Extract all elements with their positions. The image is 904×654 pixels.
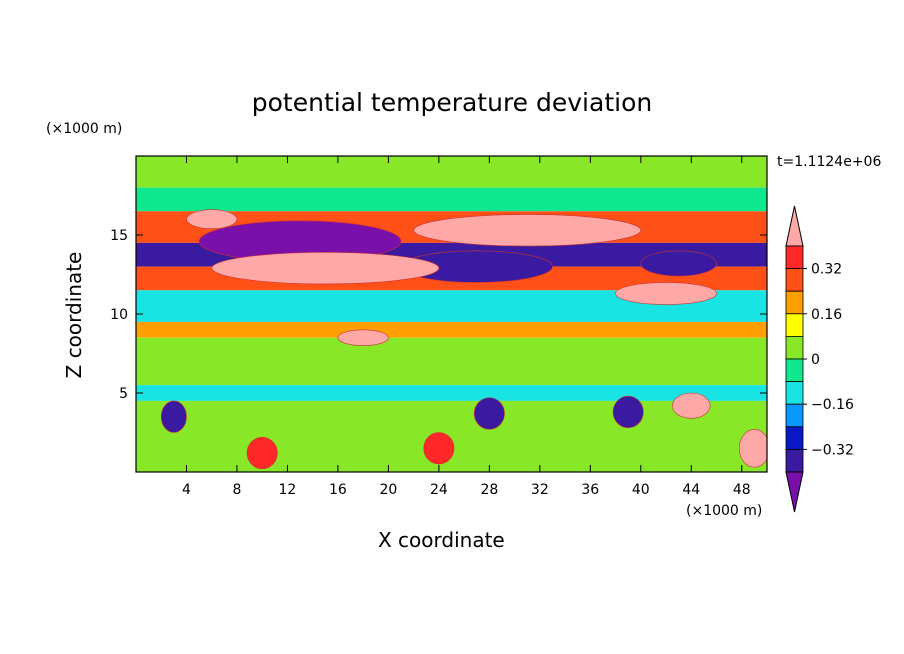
colorbar-arrow-bottom [785, 471, 804, 513]
x-tick-label: 12 [279, 482, 297, 498]
colorbar: 0.32 0.16 0 −0.16 −0.32 [785, 205, 854, 513]
x-tick-label: 32 [531, 482, 549, 498]
x-tick-label: 20 [379, 482, 397, 498]
y-axis-unit: (×1000 m) [46, 121, 123, 137]
y-tick-label: 10 [110, 307, 128, 323]
contour-band [136, 400, 767, 472]
y-tick-label: 5 [119, 386, 128, 402]
contour-band [136, 187, 767, 212]
colorbar-box [785, 358, 804, 383]
colorbar-box [785, 403, 804, 428]
contour-feature [413, 214, 642, 247]
y-tick-label: 15 [110, 228, 128, 244]
colorbar-tick-label: 0 [811, 352, 820, 368]
contour-feature [672, 392, 711, 419]
y-axis-ticks: 5 10 15 [110, 228, 767, 402]
x-tick-label: 24 [430, 482, 448, 498]
colorbar-tick-label: −0.32 [811, 442, 854, 458]
colorbar-tick-label: 0.16 [811, 307, 842, 323]
colorbar-box [785, 313, 804, 337]
contour-feature [423, 432, 455, 465]
colorbar-box [785, 381, 804, 405]
time-label: t=1.1124e+06 [777, 154, 882, 170]
colorbar-box [785, 335, 804, 360]
x-tick-label: 44 [682, 482, 700, 498]
contour-feature [160, 400, 187, 433]
contour-feature [337, 329, 389, 346]
contour-feature [738, 429, 767, 468]
chart-title: potential temperature deviation [251, 88, 653, 117]
colorbar-arrow-top [785, 205, 804, 247]
x-tick-label: 36 [581, 482, 599, 498]
colorbar-box [785, 448, 804, 473]
x-tick-label: 40 [632, 482, 650, 498]
colorbar-tick-label: −0.16 [811, 397, 854, 413]
colorbar-box [785, 245, 804, 270]
contour-feature [211, 252, 440, 285]
contour-feature [246, 436, 278, 470]
contour-band [136, 321, 767, 338]
colorbar-box [785, 290, 804, 315]
x-tick-label: 28 [480, 482, 498, 498]
contour-feature [473, 397, 505, 430]
contour-feature [615, 282, 717, 305]
colorbar-box [785, 268, 804, 292]
contour-band [136, 156, 767, 188]
colorbar-tick-label: 0.32 [811, 262, 842, 278]
x-axis-unit: (×1000 m) [686, 503, 763, 519]
x-axis-ticks: 4 8 12 16 20 24 28 32 36 40 44 48 [182, 156, 751, 498]
contour-feature [640, 250, 717, 277]
x-tick-label: 48 [733, 482, 751, 498]
contour-band [136, 385, 767, 401]
x-axis-label: X coordinate [378, 528, 505, 552]
x-tick-label: 4 [182, 482, 191, 498]
x-tick-label: 8 [232, 482, 241, 498]
contour-field [136, 156, 767, 472]
contour-band [136, 337, 767, 386]
contour-feature [612, 395, 644, 429]
x-tick-label: 16 [329, 482, 347, 498]
colorbar-box [785, 426, 804, 450]
contour-feature [186, 209, 238, 229]
